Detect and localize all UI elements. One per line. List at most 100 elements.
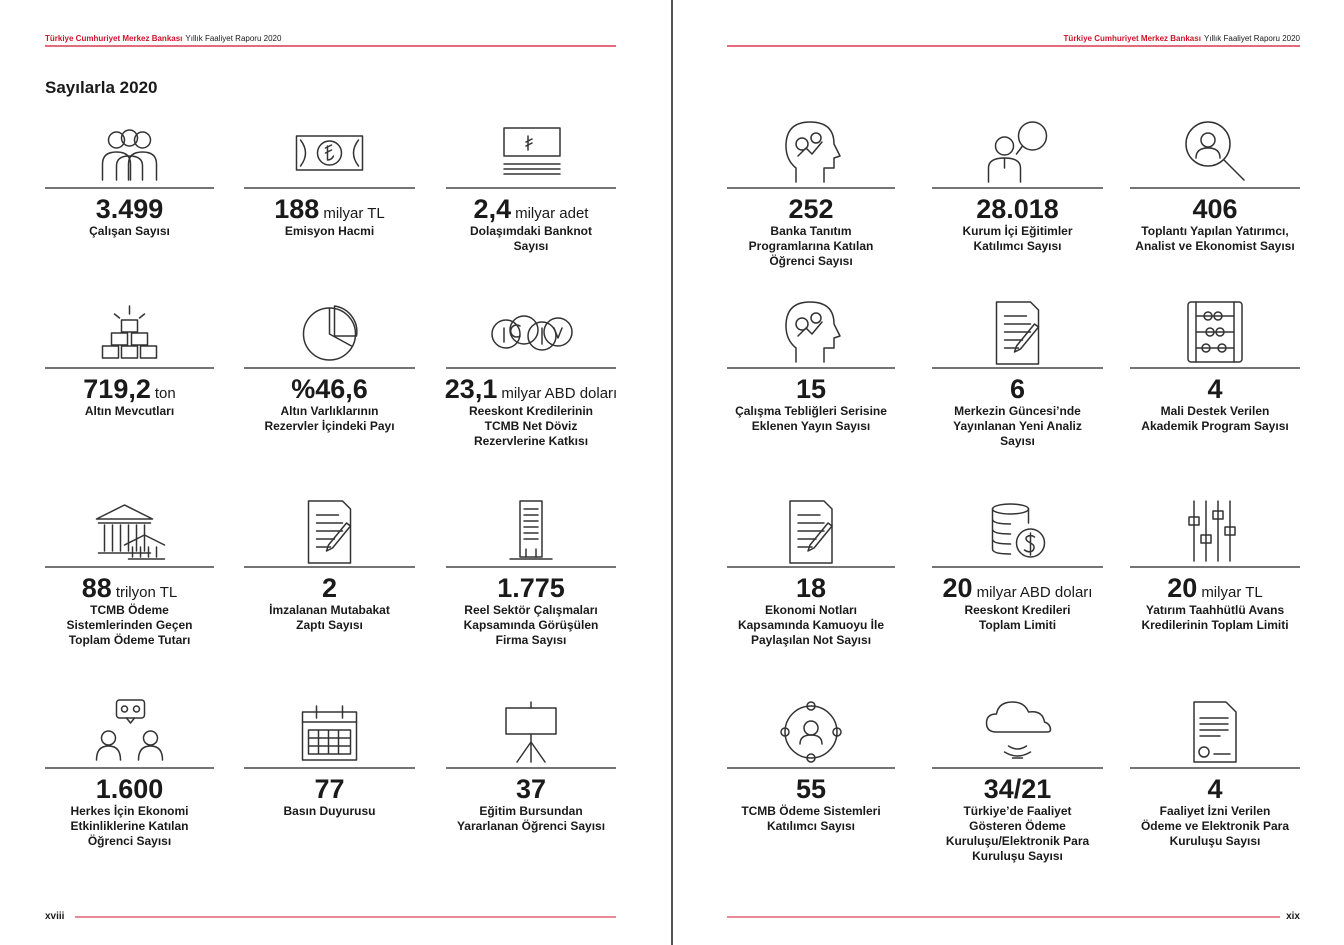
stat-unit: milyar ABD doları (501, 385, 617, 402)
stat: 55 (796, 774, 826, 804)
stat-label: Paylaşılan Not Sayısı (751, 633, 871, 647)
stat-label: TCMB Ödeme Sistemleri (741, 803, 880, 818)
stat-label: Türkiye’de Faaliyet (963, 804, 1071, 818)
icon-part (985, 701, 1052, 733)
stat: 406 (1192, 194, 1237, 224)
icon (101, 129, 158, 181)
icon-part (1185, 121, 1231, 167)
stat-value: 88 (82, 573, 112, 603)
stat: 1.600 (96, 774, 164, 804)
stat-label: Reel Sektör Çalışmaları (464, 603, 597, 617)
stat-value: 188 (274, 194, 319, 224)
icon-part (1224, 526, 1236, 536)
icon-part (797, 321, 823, 337)
icon-part (103, 524, 146, 552)
icon-part (95, 745, 164, 761)
header-org: Türkiye Cumhuriyet Merkez Bankası (1064, 34, 1201, 43)
icon-part (120, 319, 139, 333)
icon-part (797, 514, 825, 548)
stat: 18 (796, 573, 826, 603)
icon-part (1205, 327, 1215, 337)
icon-part (789, 500, 833, 564)
stat-value: 4 (1207, 774, 1222, 804)
stat-label: Herkes İçin Ekonomi (70, 803, 188, 818)
icon (491, 315, 573, 351)
stat-label: Kuruluşu Sayısı (1170, 834, 1261, 848)
icon-part (132, 705, 141, 713)
header-right: Türkiye Cumhuriyet Merkez Bankası Yıllık … (1064, 34, 1301, 43)
icon-part (832, 727, 842, 737)
icon-part (307, 729, 352, 755)
icon-part (810, 312, 822, 324)
icon (991, 503, 1046, 558)
icon-part (1193, 701, 1237, 763)
icon-part (1017, 121, 1048, 151)
icon-part (333, 305, 358, 337)
stat-value: 15 (796, 374, 826, 404)
stat: 34/21 (984, 774, 1052, 804)
stat-label: Katılımcı Sayısı (767, 819, 855, 833)
icon (785, 301, 841, 363)
stat-label: Emisyon Hacmi (285, 224, 374, 238)
icon-part (110, 332, 129, 346)
stat: 3.499 (96, 194, 164, 224)
icon-part (1201, 343, 1211, 353)
stat-label: TCMB Ödeme (90, 602, 169, 617)
stat-label: Dolaşımdaki Banknot (470, 224, 592, 238)
icon-part (130, 332, 149, 346)
stat-label: Eklenen Yayın Sayısı (752, 419, 871, 433)
icon-part (806, 753, 816, 763)
stat-value: 1.775 (497, 573, 565, 603)
stat-label: Yayınlanan Yeni Analiz (953, 419, 1082, 433)
stat-unit: milyar ABD doları (977, 584, 1093, 601)
header-report: Yıllık Faaliyet Raporu 2020 (1204, 34, 1301, 43)
icon-part (797, 141, 823, 157)
icon-part (120, 705, 129, 713)
icon-part (509, 508, 553, 560)
icon-part (125, 717, 136, 724)
stat-label: Sistemlerinden Geçen (66, 618, 192, 632)
stat: %46,6 (291, 374, 368, 404)
icon-part (519, 500, 543, 558)
icon-part (120, 345, 139, 359)
stat-unit: milyar TL (323, 205, 384, 222)
icon-part (101, 345, 120, 359)
icon-part (325, 522, 352, 552)
icon-part (113, 305, 146, 319)
header-report: Yıllık Faaliyet Raporu 2020 (185, 34, 282, 43)
icon-part (295, 135, 364, 171)
icon-part (299, 139, 360, 167)
stat-value: 1.600 (96, 774, 164, 804)
icon-part (991, 508, 1030, 555)
icon-part (807, 522, 833, 552)
icon-part (784, 705, 838, 759)
icon-part (123, 534, 166, 546)
icon-part (1198, 746, 1210, 758)
stat-label: Sayısı (1000, 434, 1035, 448)
icon-part (1217, 343, 1227, 353)
stat-label: Reeskont Kredileri (964, 603, 1070, 617)
stat-label: Merkezin Güncesi’nde (954, 404, 1081, 418)
icon-part (1015, 145, 1024, 155)
icon-part (115, 699, 146, 719)
stat-value: 34/21 (984, 774, 1052, 804)
stat-value: 18 (796, 573, 826, 603)
icon-part (1015, 528, 1046, 558)
stat-label: Kuruluşu Sayısı (972, 849, 1063, 863)
header-org: Türkiye Cumhuriyet Merkez Bankası (45, 34, 182, 43)
stat: 88 trilyon TL (82, 573, 177, 603)
stat: 719,2 ton (83, 374, 175, 404)
stat-label: Faaliyet İzni Verilen (1160, 803, 1271, 818)
stat-value: 719,2 (83, 374, 151, 404)
icon-part (1212, 510, 1224, 520)
stat-label: Çalışan Sayısı (89, 224, 170, 238)
icon-part (1213, 311, 1223, 321)
icon-part (1003, 315, 1032, 349)
stat-value: 3.499 (96, 194, 164, 224)
icon-part (810, 132, 822, 144)
icon-part (1187, 301, 1243, 363)
icon (995, 301, 1040, 365)
icon-part (503, 127, 561, 157)
stat-value: 77 (314, 774, 344, 804)
